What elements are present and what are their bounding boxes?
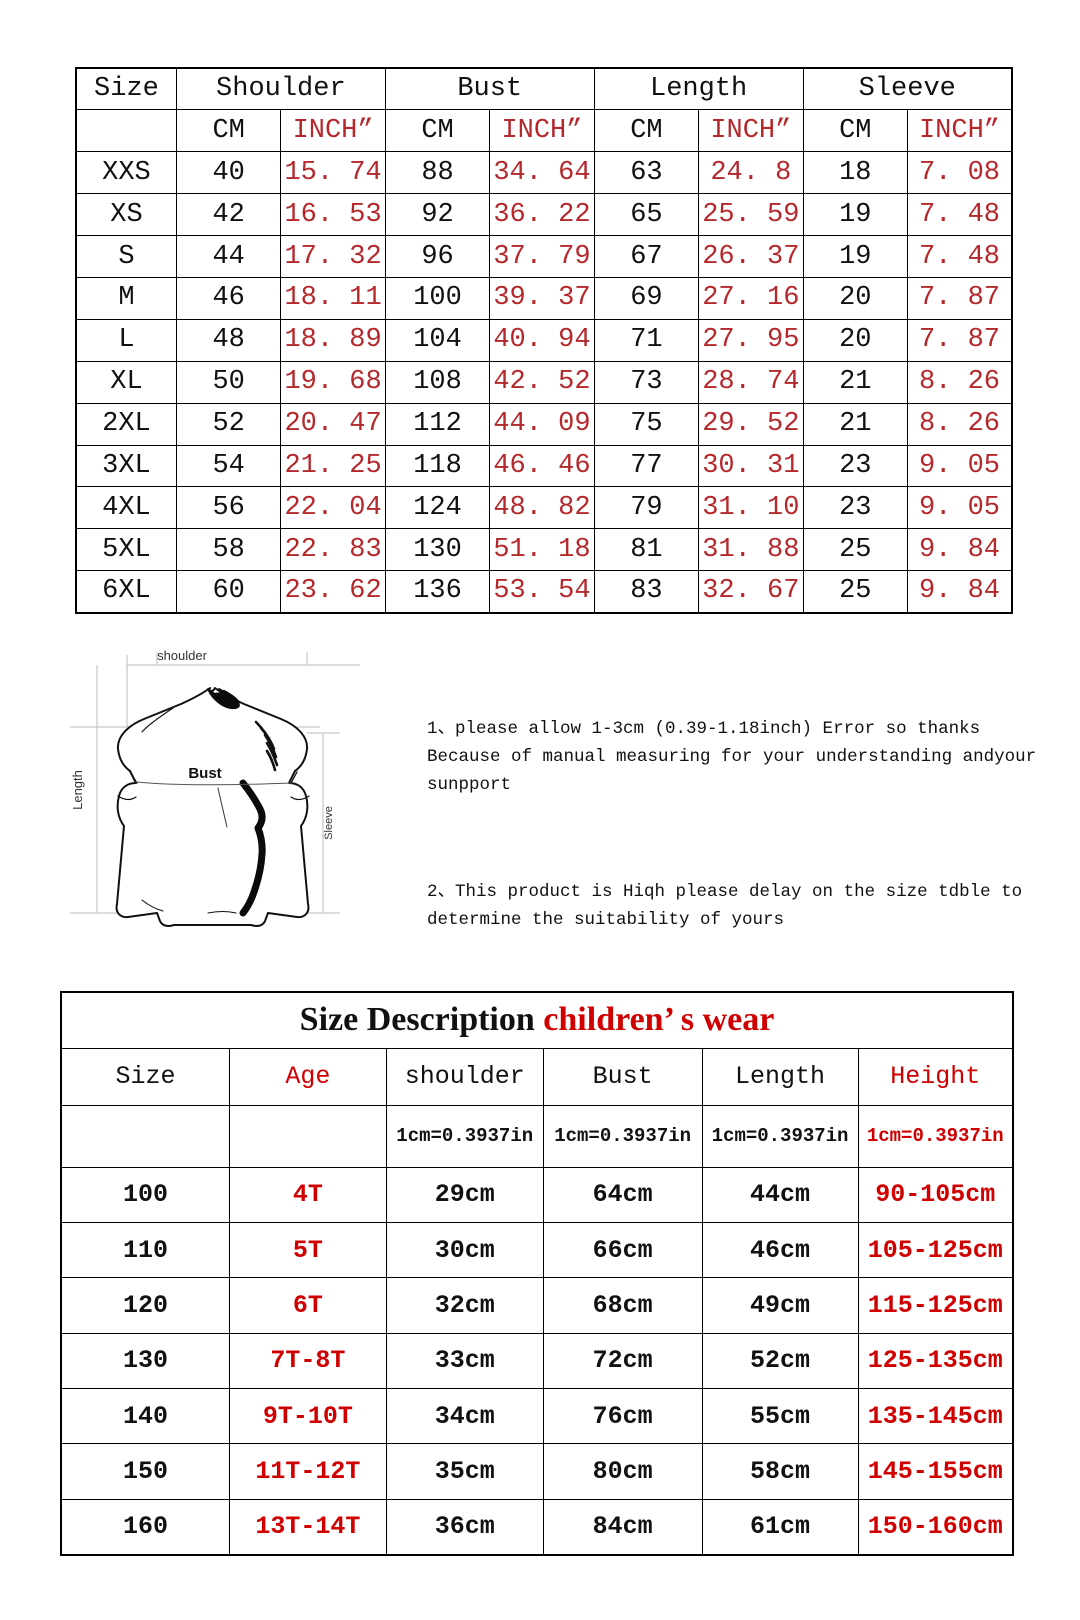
svg-text:Length: Length (70, 770, 85, 810)
svg-text:Sleeve: Sleeve (323, 806, 335, 840)
svg-text:Bust: Bust (188, 765, 221, 782)
svg-text:shoulder: shoulder (157, 650, 208, 663)
